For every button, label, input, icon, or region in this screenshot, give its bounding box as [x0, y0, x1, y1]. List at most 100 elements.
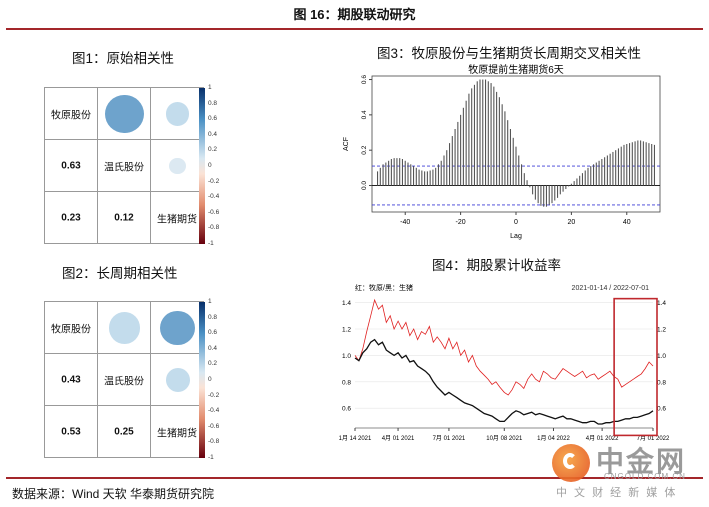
watermark-logo-icon: [552, 444, 590, 482]
x-tick-label: 4月 01 2022: [586, 435, 619, 442]
matrix-cell-r0-c0: 牧原股份: [45, 302, 98, 354]
right-y-tick-label: 0.8: [657, 379, 666, 386]
variable-label: 生猪期货: [157, 428, 197, 439]
matrix-cell-r1-c0: 0.43: [45, 354, 98, 406]
variable-label: 生猪期货: [157, 214, 197, 225]
left-y-tick-label: 0.6: [342, 406, 351, 413]
left-y-tick-label: 0.8: [342, 379, 351, 386]
footer-rule: [6, 477, 703, 479]
colorbar-tick-label: 0: [208, 162, 212, 169]
colorbar-tick-label: 0.2: [208, 146, 218, 154]
x-axis-label: Lag: [510, 233, 522, 240]
correlation-circle: [165, 102, 189, 126]
matrix-cell-r2-c1: 0.25: [98, 406, 151, 458]
colorbar-tick-label: -0.6: [208, 208, 220, 216]
correlation-value-label: 0.12: [114, 212, 134, 223]
variable-label: 温氏股份: [104, 376, 144, 387]
correlation-value-label: 0.43: [61, 374, 81, 385]
x-tick-label: -40: [400, 219, 410, 226]
matrix-cell-r1-c1: 温氏股份: [98, 140, 151, 192]
correlation-value-label: 0.53: [61, 426, 81, 437]
left-y-tick-label: 1.0: [342, 353, 351, 360]
matrix-cell-r2-c2: 生猪期货: [151, 406, 204, 458]
fig3-title: 图3：牧原股份与生猪期货长周期交叉相关性: [377, 46, 642, 61]
colorbar-tick-label: -0.8: [208, 224, 220, 232]
fig2-correlation-matrix: 牧原股份 0.43 温氏股份 0.53 0.25 生猪期货: [44, 301, 204, 458]
left-y-tick-label: 1.2: [342, 327, 351, 334]
header-rule: [6, 28, 703, 30]
variable-label: 牧原股份: [51, 110, 91, 121]
y-axis-label: ACF: [343, 137, 350, 151]
colorbar-tick-label: -0.2: [208, 177, 220, 185]
watermark-tagline: 中 文 财 经 新 媒 体: [556, 487, 678, 499]
correlation-circle: [169, 157, 186, 175]
colorbar-tick-label: 0.4: [208, 130, 218, 138]
series-line-hog: [354, 338, 654, 425]
matrix-cell-r1-c0: 0.63: [45, 140, 98, 192]
colorbar-tick-label: 0.6: [208, 115, 218, 123]
matrix-cell-r1-c2: [151, 354, 204, 406]
colorbar-gradient: [199, 88, 205, 244]
watermark-domain: CNGOLD.COM.CN: [604, 472, 686, 481]
matrix-cell-r0-c2: [151, 88, 204, 140]
left-y-tick-label: 1.4: [342, 300, 351, 307]
plot-frame: [371, 75, 661, 213]
fig4-cumulative-return-chart: 红：牧原/黑：生猪 2021-01-14 / 2022-07-01 0.6 0.6 0.…: [339, 283, 670, 442]
x-tick-label: 7月 01 2021: [433, 435, 466, 442]
colorbar-tick-label: 0.6: [208, 329, 218, 337]
y-tick-label: 0.2: [361, 145, 368, 154]
fig2-colorbar: 1 0.8 0.6 0.4 0.2 0 -0.2 -0.4 -0.6 -0.8 -1: [199, 298, 229, 461]
x-tick-label: 1月 14 2021: [339, 435, 372, 442]
watermark-brand: 中金网: [596, 446, 687, 477]
matrix-cell-r0-c2: [151, 302, 204, 354]
right-y-tick-label: 1.0: [657, 353, 666, 360]
x-tick-label: 7月 01 2022: [637, 435, 670, 442]
colorbar-tick-label: 1: [208, 84, 212, 91]
y-tick-label: 0.6: [361, 75, 368, 84]
right-y-tick-label: 1.4: [657, 300, 666, 307]
matrix-cell-r1-c2: [151, 140, 204, 192]
x-tick-label: 10月 08 2021: [486, 435, 523, 442]
correlation-circle: [165, 368, 190, 392]
fig1-title: 图1：原始相关性: [72, 51, 175, 66]
colorbar-tick-label: 0.8: [208, 99, 218, 107]
legend-note: 红：牧原/黑：生猪: [355, 283, 413, 292]
correlation-value-label: 0.25: [114, 426, 134, 437]
correlation-circle: [160, 310, 195, 346]
colorbar-tick-label: -0.6: [208, 422, 220, 430]
x-tick-label: 20: [567, 219, 575, 226]
colorbar-tick-label: -0.4: [208, 407, 220, 415]
y-tick-label: 0.0: [361, 181, 368, 190]
data-source: 数据来源：Wind 天软 华泰期货研究院: [12, 487, 215, 501]
colorbar-tick-label: 0.4: [208, 344, 218, 352]
colorbar-tick-label: -1: [208, 454, 214, 461]
colorbar-tick-label: 0.2: [208, 360, 218, 368]
matrix-cell-r2-c1: 0.12: [98, 192, 151, 244]
colorbar-tick-label: -1: [208, 240, 214, 247]
colorbar-tick-label: -0.4: [208, 193, 220, 201]
colorbar-tick-label: 0.8: [208, 313, 218, 321]
fig1-correlation-matrix: 牧原股份 0.63 温氏股份 0.23 0.12 生猪期货: [44, 87, 204, 244]
y-tick-label: 0.4: [361, 110, 368, 119]
colorbar-tick-label: -0.2: [208, 391, 220, 399]
matrix-cell-r2-c0: 0.23: [45, 192, 98, 244]
correlation-value-label: 0.23: [61, 212, 81, 223]
date-range-label: 2021-01-14 / 2022-07-01: [572, 285, 650, 292]
matrix-cell-r2-c2: 生猪期货: [151, 192, 204, 244]
correlation-value-label: 0.63: [61, 160, 81, 171]
matrix-cell-r0-c1: [98, 302, 151, 354]
matrix-cell-r0-c0: 牧原股份: [45, 88, 98, 140]
x-tick-label: 4月 01 2021: [382, 435, 415, 442]
right-y-tick-label: 0.6: [657, 406, 666, 413]
fig3-ccf-chart: 牧原提前生猪期货6天 -40 -20 0 20 40 0.0 0.2 0.4 0.6 Lag ACF: [343, 63, 661, 240]
fig2-title: 图2：长周期相关性: [62, 266, 178, 281]
highlight-box: [613, 297, 658, 437]
variable-label: 温氏股份: [104, 162, 144, 173]
correlation-circle: [105, 94, 144, 134]
x-tick-label: 0: [514, 219, 518, 226]
colorbar-tick-label: 0: [208, 376, 212, 383]
matrix-cell-r1-c1: 温氏股份: [98, 354, 151, 406]
series-line-muyuan: [354, 298, 654, 396]
right-y-tick-label: 1.2: [657, 327, 666, 334]
x-tick-label: 1月 04 2022: [537, 435, 570, 442]
